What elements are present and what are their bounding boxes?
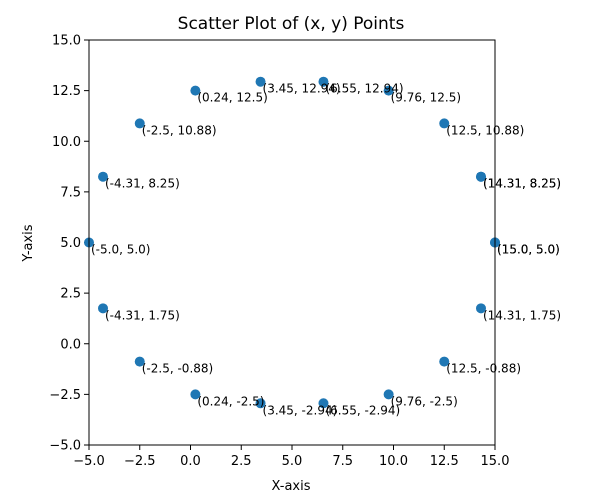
point-label: (6.55, 12.94) — [325, 82, 403, 96]
y-tick-label: 5.0 — [60, 236, 81, 251]
y-tick-label: 7.5 — [60, 185, 81, 200]
y-axis-label: Y-axis — [21, 224, 36, 262]
scatter-point — [255, 398, 266, 409]
scatter-point — [439, 118, 450, 129]
point-label: (15.0, 5.0) — [497, 243, 560, 257]
y-tick-label: 10.0 — [52, 135, 81, 150]
point-label: (3.45, -2.94) — [263, 403, 338, 417]
point-label: (6.55, -2.94) — [325, 403, 400, 417]
x-tick-label: −5.0 — [73, 454, 105, 469]
scatter-point — [439, 356, 450, 367]
scatter-point — [190, 389, 201, 400]
x-tick-label: 2.5 — [231, 454, 252, 469]
x-tick-label: 5.0 — [282, 454, 303, 469]
x-tick-label: 0.0 — [180, 454, 201, 469]
scatter-point — [475, 171, 486, 182]
data-labels: (15.0, 5.0) (14.31, 8.25) (12.5, 10.88) (9.… — [91, 82, 561, 418]
x-tick-label: −2.5 — [124, 454, 156, 469]
scatter-point — [134, 118, 145, 129]
point-label: (-4.31, 8.25) — [105, 177, 180, 191]
scatter-point — [383, 389, 394, 400]
y-tick-label: 15.0 — [52, 34, 81, 49]
point-label: (0.24, -2.5) — [197, 394, 264, 408]
data-points — [84, 76, 500, 409]
point-label: (0.24, 12.5) — [197, 91, 267, 105]
point-label: (12.5, -0.88) — [446, 362, 521, 376]
point-label: (15.0, 5.0) — [497, 243, 560, 257]
point-label: (9.76, -2.5) — [391, 394, 458, 408]
point-label: (12.5, 10.88) — [446, 123, 524, 137]
y-tick-label: 0.0 — [60, 337, 81, 352]
y-tick-label: 2.5 — [60, 287, 81, 302]
point-label: (-2.5, -0.88) — [142, 362, 213, 376]
scatter-point — [318, 76, 329, 87]
point-label: (14.31, 8.25) — [483, 177, 561, 191]
chart-title: Scatter Plot of (x, y) Points — [178, 14, 405, 34]
point-label: (14.31, 8.25) — [483, 177, 561, 191]
scatter-point — [255, 76, 266, 87]
axis-ticks: −5.0 −2.5 0.0 2.5 5.0 7.5 10.0 12.5 15.0 −5.0 −2.5… — [49, 34, 509, 470]
x-tick-label: 7.5 — [332, 454, 353, 469]
y-tick-label: −5.0 — [49, 439, 81, 454]
point-label: (9.76, 12.5) — [391, 91, 461, 105]
scatter-point — [190, 85, 201, 96]
x-axis-label: X-axis — [272, 479, 311, 494]
point-label: (14.31, 1.75) — [483, 308, 561, 322]
scatter-point — [98, 303, 109, 314]
point-label: (3.45, 12.94) — [263, 82, 341, 96]
scatter-point — [98, 171, 109, 182]
scatter-point — [318, 398, 329, 409]
point-label: (-4.31, 1.75) — [105, 308, 180, 322]
point-label: (-2.5, 10.88) — [142, 123, 217, 137]
plot-area-frame — [88, 39, 496, 446]
point-label: (-5.0, 5.0) — [91, 243, 151, 257]
y-tick-label: −2.5 — [49, 388, 81, 403]
scatter-point — [383, 85, 394, 96]
y-tick-label: 12.5 — [52, 84, 81, 99]
x-tick-label: 15.0 — [481, 454, 510, 469]
scatter-point — [475, 303, 486, 314]
scatter-point — [134, 356, 145, 367]
x-tick-label: 12.5 — [430, 454, 459, 469]
x-tick-label: 10.0 — [379, 454, 408, 469]
